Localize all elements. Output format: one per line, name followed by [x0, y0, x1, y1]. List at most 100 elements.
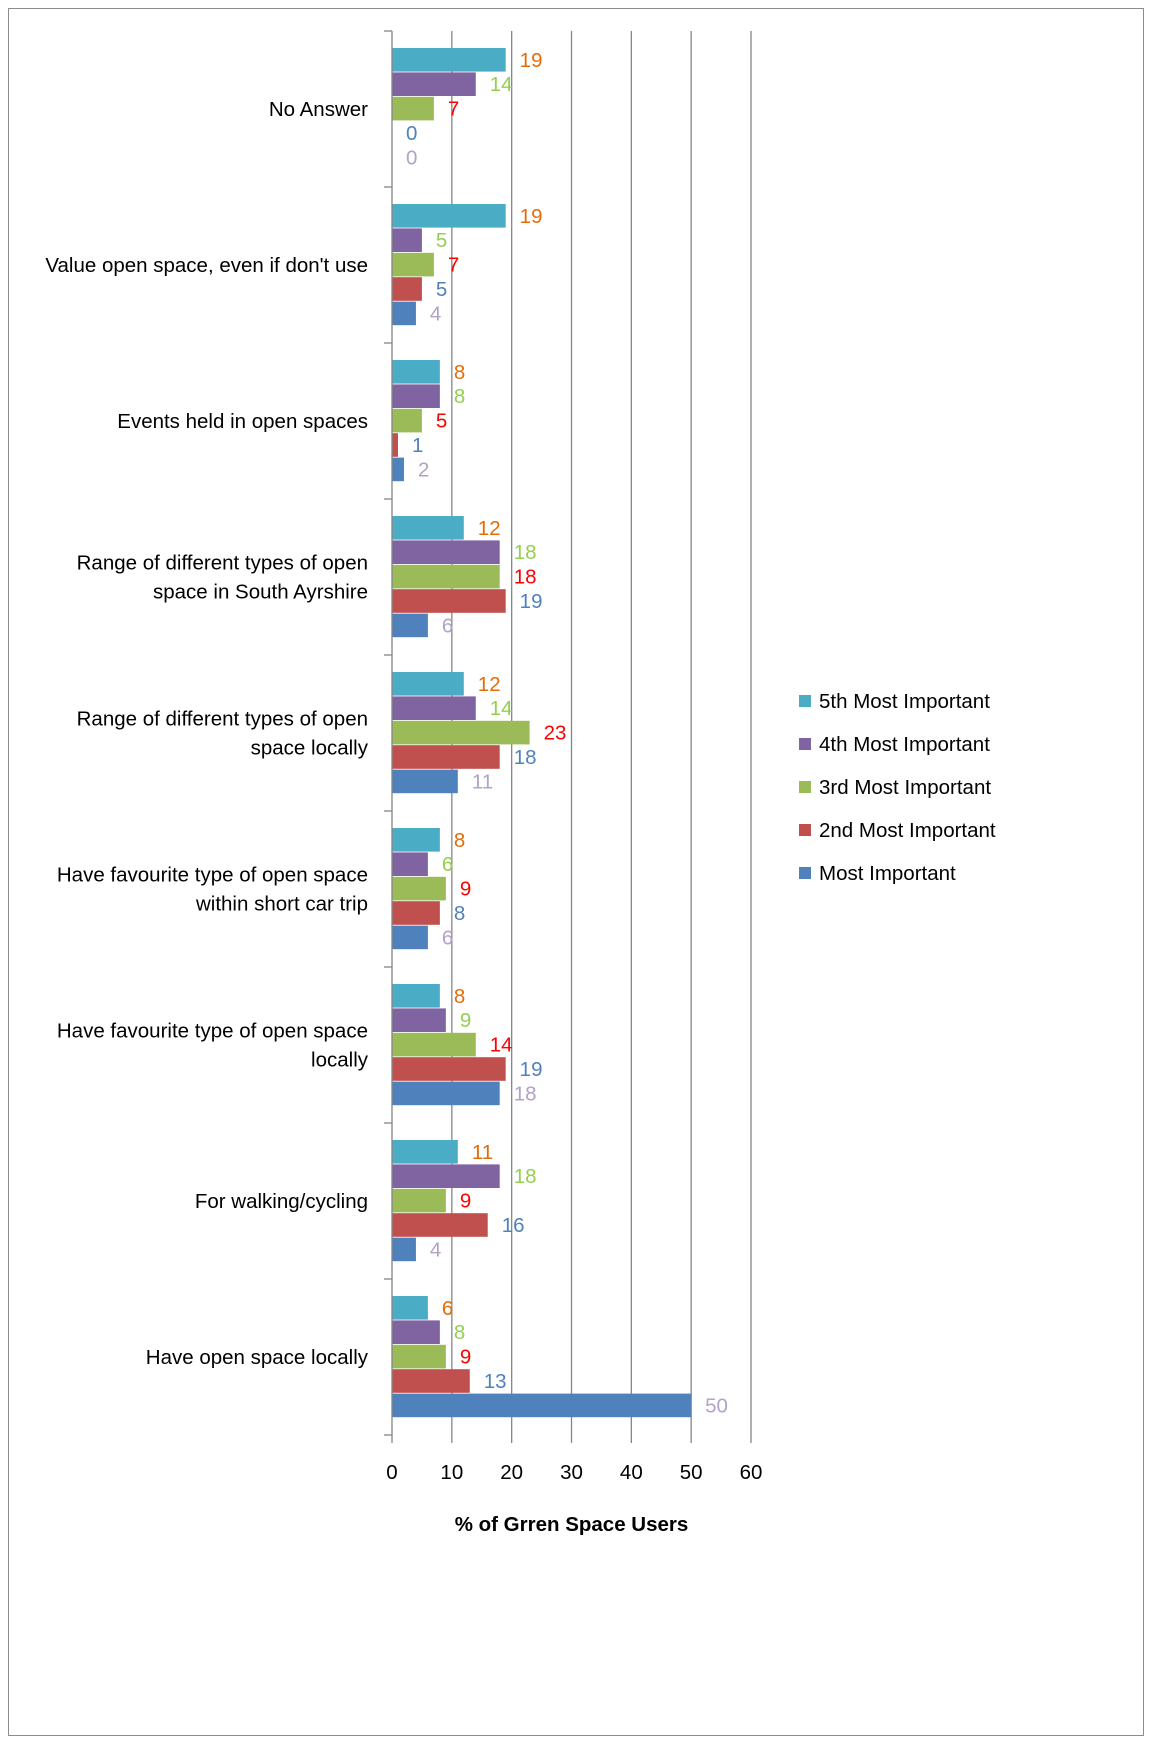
data-label: 5: [436, 410, 447, 433]
x-tick-label: 30: [560, 1461, 583, 1484]
bar: [392, 360, 440, 384]
bar: [392, 696, 476, 720]
category-label: No Answer: [269, 98, 368, 121]
data-label: 8: [454, 985, 465, 1008]
category-label: Events held in open spaces: [117, 410, 368, 433]
bar: [392, 720, 530, 745]
data-label: 8: [454, 361, 465, 384]
data-label: 19: [520, 1058, 543, 1081]
bar: [392, 228, 422, 252]
data-label: 4: [430, 1238, 441, 1261]
data-label: 1: [412, 434, 423, 457]
legend-label: 5th Most Important: [819, 690, 990, 713]
data-label: 6: [442, 926, 453, 949]
category-label: Have open space locally: [146, 1346, 369, 1369]
data-label: 11: [472, 1141, 493, 1164]
x-tick-label: 20: [500, 1461, 523, 1484]
data-label: 19: [520, 49, 543, 72]
data-label: 6: [442, 853, 453, 876]
bar: [392, 204, 506, 228]
bar: [392, 589, 506, 613]
category-label: Range of different types of open: [77, 708, 368, 731]
x-tick-label: 0: [386, 1461, 397, 1484]
axes: [384, 30, 752, 1443]
bar: [392, 901, 440, 925]
data-label: 8: [454, 829, 465, 852]
legend-swatch: [799, 695, 811, 707]
bar: [392, 1213, 488, 1237]
bar: [392, 1320, 440, 1344]
data-labels: 1914700195754885121218181961214231811869…: [406, 49, 728, 1418]
category-label: space locally: [251, 737, 369, 760]
bar: [392, 252, 434, 277]
data-label: 0: [406, 122, 417, 145]
bar: [392, 1164, 500, 1188]
category-label: Value open space, even if don't use: [45, 254, 368, 277]
data-label: 5: [436, 278, 447, 301]
data-label: 8: [454, 1321, 465, 1344]
data-label: 18: [514, 566, 537, 589]
legend-label: 3rd Most Important: [819, 776, 991, 799]
legend-swatch: [799, 738, 811, 750]
data-label: 18: [514, 746, 537, 769]
category-label: locally: [311, 1049, 369, 1072]
bar: [392, 984, 440, 1008]
category-label: For walking/cycling: [195, 1190, 368, 1213]
data-label: 19: [520, 590, 543, 613]
category-labels: No Answer Value open space, even if don't…: [45, 98, 368, 1369]
bar: [392, 1008, 446, 1032]
data-label: 14: [490, 1034, 513, 1057]
bar: [392, 1393, 692, 1418]
x-tick-label: 10: [440, 1461, 463, 1484]
x-tick-label: 60: [740, 1461, 763, 1484]
legend-swatch: [799, 867, 811, 879]
data-label: 9: [460, 1346, 471, 1369]
bar: [392, 1081, 500, 1106]
bar: [392, 1140, 458, 1164]
bar: [392, 876, 446, 901]
data-label: 23: [544, 722, 567, 745]
chart-frame: 19 14 7 0 0 19 5 7 5 4 8 8 5 1 2 12 18 18 19 6 12 14 23 18 11 8 6 9…: [8, 8, 1144, 1736]
data-label: 6: [442, 1297, 453, 1320]
bar: [392, 301, 416, 326]
legend: 5th Most Important 4th Most Important 3rd …: [799, 690, 996, 885]
data-label: 14: [490, 73, 513, 96]
bar-chart: 1914700195754885121218181961214231811869…: [45, 30, 996, 1536]
x-axis-title: % of Grren Space Users: [455, 1513, 689, 1536]
bar: [392, 745, 500, 769]
category-label: space in South Ayrshire: [153, 581, 368, 604]
data-label: 7: [448, 98, 459, 121]
data-label: 7: [448, 254, 459, 277]
x-tick-labels: 0 10 20 30 40 50 60: [386, 1461, 762, 1484]
data-label: 6: [442, 614, 453, 637]
bar: [392, 96, 434, 121]
bar: [392, 1057, 506, 1081]
data-label: 18: [514, 1082, 537, 1105]
data-label: 9: [460, 1190, 471, 1213]
data-label: 11: [472, 770, 493, 793]
bar: [392, 1369, 470, 1393]
data-label: 19: [520, 205, 543, 228]
x-tick-label: 40: [620, 1461, 643, 1484]
data-label: 12: [478, 517, 501, 540]
legend-label: 2nd Most Important: [819, 819, 996, 842]
bar: [392, 1237, 416, 1262]
bar: [392, 769, 458, 794]
data-label: 14: [490, 697, 513, 720]
bar: [392, 48, 506, 72]
bar: [392, 672, 464, 696]
legend-label: 4th Most Important: [819, 733, 990, 756]
bar: [392, 1296, 428, 1320]
bar: [392, 564, 500, 589]
data-label: 0: [406, 146, 417, 169]
category-label: Have favourite type of open space: [57, 864, 368, 887]
category-label: Have favourite type of open space: [57, 1020, 368, 1043]
bar: [392, 72, 476, 96]
data-label: 5: [436, 229, 447, 252]
gridlines: [451, 31, 752, 1435]
data-label: 16: [502, 1214, 525, 1237]
bar: [392, 384, 440, 408]
data-label: 2: [418, 458, 429, 481]
bars: [392, 48, 692, 1418]
bar: [392, 1344, 446, 1369]
